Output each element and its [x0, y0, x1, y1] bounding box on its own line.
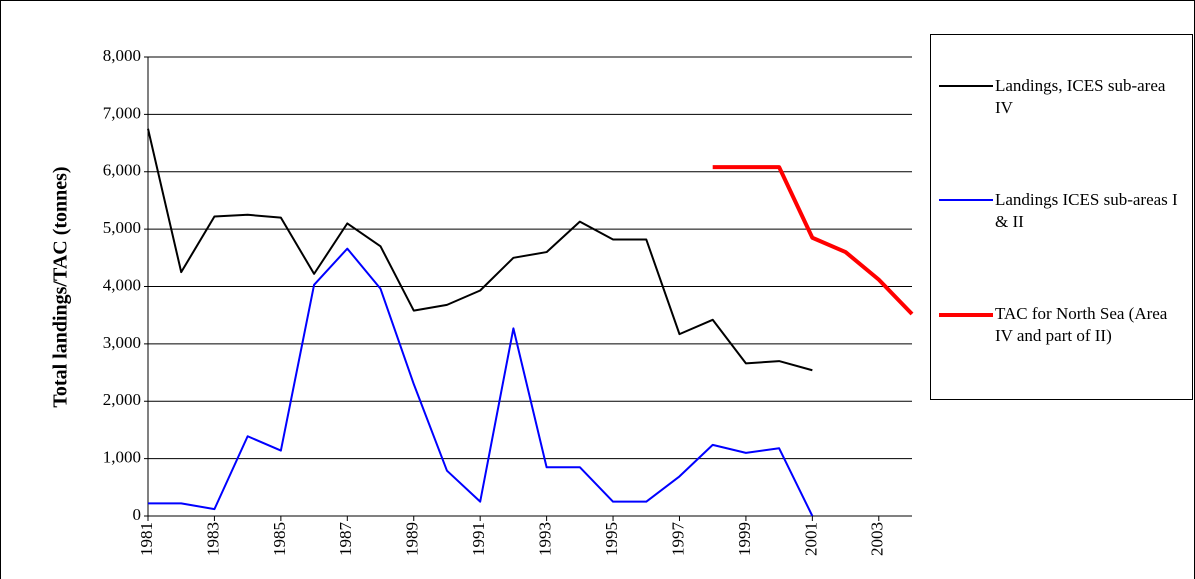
series-line	[147, 128, 813, 372]
series-line	[148, 247, 814, 517]
x-tick-label: 1989	[403, 522, 422, 556]
x-tick-label: 1999	[735, 522, 754, 556]
legend-swatch	[939, 313, 993, 317]
legend-label: Landings ICES sub-areas I & II	[995, 190, 1178, 231]
y-tick-label: 5,000	[103, 218, 141, 237]
y-tick-label: 6,000	[103, 161, 141, 180]
legend-swatch	[939, 85, 993, 87]
y-axis-title: Total landings/TAC (tonnes)	[50, 166, 72, 407]
x-tick-label: 1981	[137, 522, 156, 556]
x-tick-label: 1991	[469, 522, 488, 556]
x-tick-label: 1985	[270, 522, 289, 556]
y-tick-label: 4,000	[103, 275, 141, 294]
x-tick-label: 1993	[536, 522, 555, 556]
y-tick-label: 2,000	[103, 390, 141, 409]
x-tick-label: 1987	[336, 522, 355, 557]
x-tick-label: 2003	[868, 522, 887, 556]
y-tick-label: 1,000	[103, 448, 141, 467]
y-tick-label: 0	[133, 505, 142, 524]
legend-swatch	[939, 199, 993, 201]
x-tick-label: 1983	[203, 522, 222, 556]
series-line	[712, 165, 914, 316]
x-tick-label: 2001	[801, 522, 820, 556]
y-tick-label: 8,000	[103, 46, 141, 65]
legend-label: TAC for North Sea (Area IV and part of I…	[995, 304, 1168, 345]
y-tick-label: 3,000	[103, 333, 141, 352]
x-tick-label: 1997	[668, 522, 687, 557]
legend-label: Landings, ICES sub-area IV	[995, 76, 1166, 117]
legend: Landings, ICES sub-area IV Landings ICES …	[930, 34, 1193, 400]
y-tick-label: 7,000	[103, 103, 141, 122]
x-tick-label: 1995	[602, 522, 621, 556]
